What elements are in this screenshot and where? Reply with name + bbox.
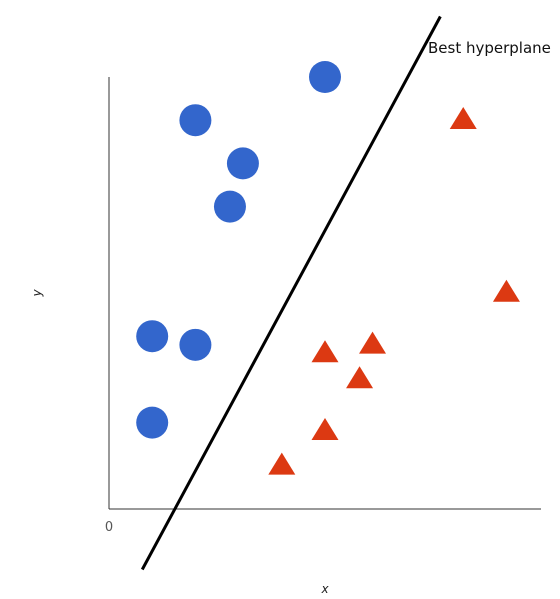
- triangle-point: [492, 279, 520, 302]
- axes: [108, 77, 541, 510]
- circle-point: [136, 320, 169, 353]
- circle-point: [226, 147, 259, 180]
- triangle-point: [311, 340, 339, 363]
- hyperplane-label: Best hyperplane: [428, 39, 551, 57]
- circle-point: [179, 328, 212, 361]
- x-axis-label: x: [320, 582, 329, 596]
- circle-point: [309, 61, 341, 93]
- hyperplane-line: [140, 15, 442, 571]
- y-axis-label: y: [30, 289, 44, 298]
- triangle-point: [449, 107, 477, 129]
- circle-point: [179, 104, 212, 137]
- hyperplane: [140, 15, 442, 571]
- origin-tick-label: 0: [105, 520, 113, 535]
- triangle-point: [311, 418, 339, 441]
- triangle-point: [268, 452, 296, 475]
- data-points: [136, 61, 520, 475]
- triangle-point: [359, 331, 387, 354]
- triangle-point: [346, 366, 374, 389]
- circle-point: [136, 406, 169, 439]
- circle-point: [213, 190, 246, 223]
